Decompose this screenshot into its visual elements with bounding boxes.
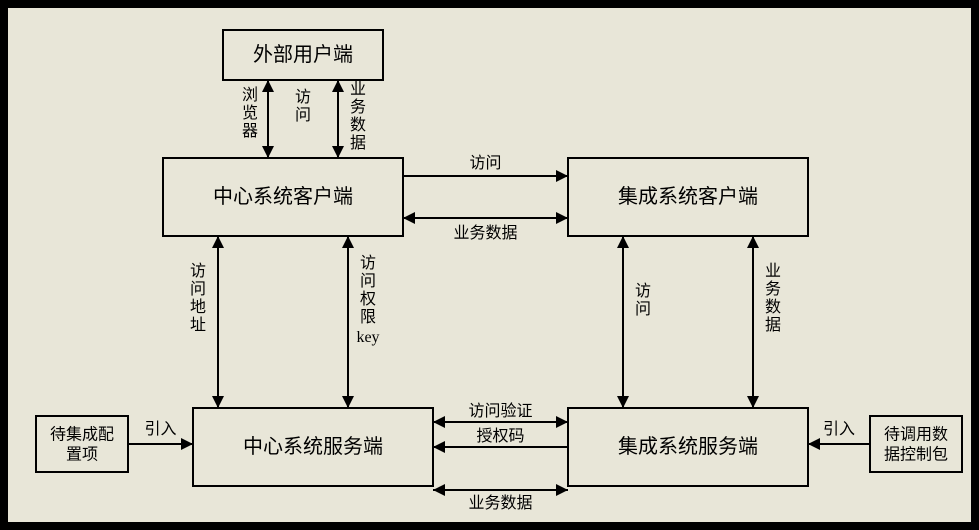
svg-text:浏: 浏 xyxy=(242,86,258,104)
diagram-svg: 外部用户端中心系统客户端 集成系统客户端中心系统服务端 集成系统服务端 待集成配置项 待… xyxy=(8,8,971,522)
outer-frame: 外部用户端中心系统客户端 集成系统客户端中心系统服务端 集成系统服务端 待集成配置项 待… xyxy=(0,0,979,530)
svg-text:问: 问 xyxy=(635,300,651,318)
label-visit-2: 访问 xyxy=(635,282,651,318)
svg-text:地: 地 xyxy=(190,298,206,316)
label-bizdata-top: 业务数据 xyxy=(350,80,366,152)
node-label-integrated_server: 集成系统服务端 xyxy=(618,435,758,458)
svg-text:据: 据 xyxy=(765,316,781,334)
svg-text:访问验证: 访问验证 xyxy=(468,402,532,420)
svg-text:访: 访 xyxy=(635,282,651,300)
edge-cc-ic-bottom: 业务数据 xyxy=(453,224,517,242)
svg-text:业: 业 xyxy=(350,80,366,98)
svg-text:问: 问 xyxy=(360,272,376,290)
svg-text:业: 业 xyxy=(765,262,781,280)
svg-text:业务数据: 业务数据 xyxy=(468,494,532,512)
svg-text:务: 务 xyxy=(350,98,366,116)
node-config_item xyxy=(36,416,128,472)
svg-text:置项: 置项 xyxy=(66,447,98,464)
svg-text:key: key xyxy=(356,329,379,346)
edge-cc-ic-top: 访问 xyxy=(469,154,501,172)
node-label-external_client: 外部用户端 xyxy=(253,43,353,66)
svg-text:问: 问 xyxy=(295,106,311,124)
label-access-key: 访问权限 xyxy=(360,254,376,326)
svg-text:待集成配: 待集成配 xyxy=(50,426,114,444)
svg-text:引入: 引入 xyxy=(144,420,176,438)
svg-text:址: 址 xyxy=(190,316,206,334)
svg-text:引入: 引入 xyxy=(823,420,855,438)
svg-text:据控制包: 据控制包 xyxy=(884,446,948,464)
node-control_pkg xyxy=(870,416,962,472)
svg-text:限: 限 xyxy=(360,308,376,326)
svg-text:数: 数 xyxy=(350,116,366,134)
diagram-frame: 外部用户端中心系统客户端 集成系统客户端中心系统服务端 集成系统服务端 待集成配置项 待… xyxy=(6,6,973,524)
label-browser: 浏览器 xyxy=(242,86,258,140)
svg-text:数: 数 xyxy=(765,298,781,316)
label-visit: 访问 xyxy=(295,88,311,124)
svg-text:权: 权 xyxy=(360,290,376,308)
svg-text:器: 器 xyxy=(242,122,258,140)
label-access-addr: 访问地址 xyxy=(190,262,206,334)
svg-text:授权码: 授权码 xyxy=(476,427,524,445)
label-bizdata-2: 业务数据 xyxy=(765,262,781,334)
node-label-integrated_client: 集成系统客户端 xyxy=(618,185,758,208)
svg-text:务: 务 xyxy=(765,280,781,298)
node-label-center_client: 中心系统客户端 xyxy=(213,185,353,208)
svg-text:待调用数: 待调用数 xyxy=(884,426,948,444)
svg-text:访: 访 xyxy=(295,88,311,106)
svg-text:问: 问 xyxy=(190,280,206,298)
node-label-center_server: 中心系统服务端 xyxy=(243,435,383,458)
svg-text:据: 据 xyxy=(350,134,366,152)
svg-text:访: 访 xyxy=(360,254,376,272)
svg-text:览: 览 xyxy=(242,104,258,122)
svg-text:访: 访 xyxy=(190,262,206,280)
